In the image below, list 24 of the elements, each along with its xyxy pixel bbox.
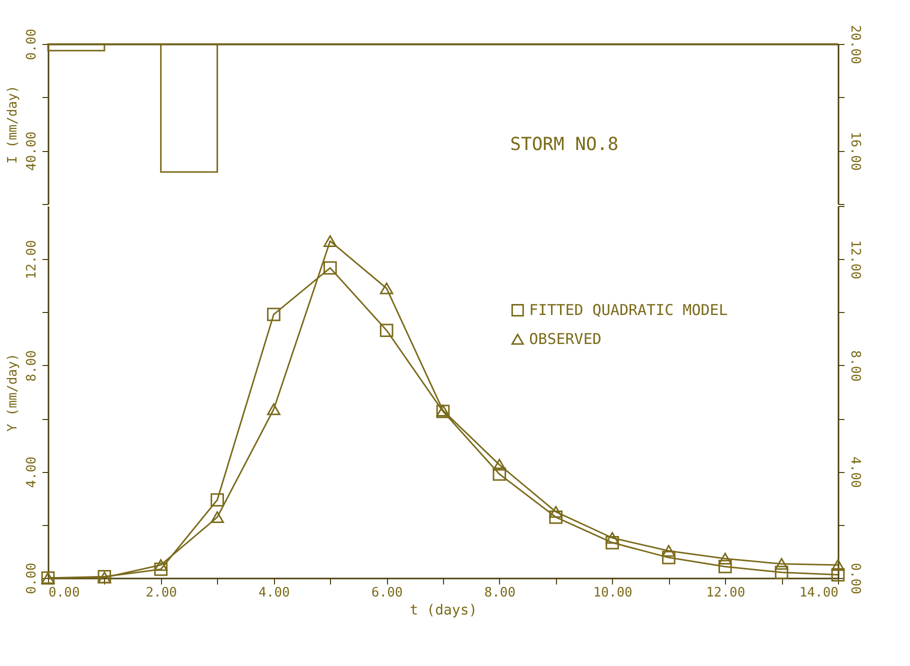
y2-tick-label: 8.00	[848, 350, 862, 382]
x-tick-label: 10.00	[593, 586, 632, 600]
y2-tick-label: 12.00	[848, 240, 862, 280]
x-tick-label: 4.00	[258, 586, 290, 600]
y-tick-label: 40.00	[24, 132, 40, 171]
x-tick-label: 12.00	[706, 586, 746, 600]
y-tick-label: 12.00	[24, 240, 40, 280]
x-tick-label: 6.00	[371, 586, 403, 600]
y-tick-label: 0.00	[24, 28, 40, 60]
y2-tick-label: 20.00	[848, 24, 862, 64]
y-axis-title: Y (mm/day)	[6, 353, 20, 432]
x-axis-title: t (days)	[410, 602, 478, 618]
legend-label: OBSERVED	[529, 330, 602, 348]
y2-tick-label: 4.00	[848, 456, 862, 488]
y-tick-label: 4.00	[24, 456, 40, 488]
x-tick-label: 0.00	[48, 586, 80, 600]
annotation: STORM NO.8	[510, 134, 619, 155]
x-tick-label: 2.00	[146, 586, 178, 600]
y-axis-title: I (mm/day)	[6, 85, 20, 164]
y2-tick-label: 16.00	[848, 132, 862, 171]
legend-label: FITTED QUADRATIC MODEL	[529, 301, 728, 320]
x-tick-label: 14.00	[799, 586, 838, 600]
y-tick-label: 8.00	[24, 350, 40, 382]
x-tick-label: 8.00	[484, 586, 516, 600]
